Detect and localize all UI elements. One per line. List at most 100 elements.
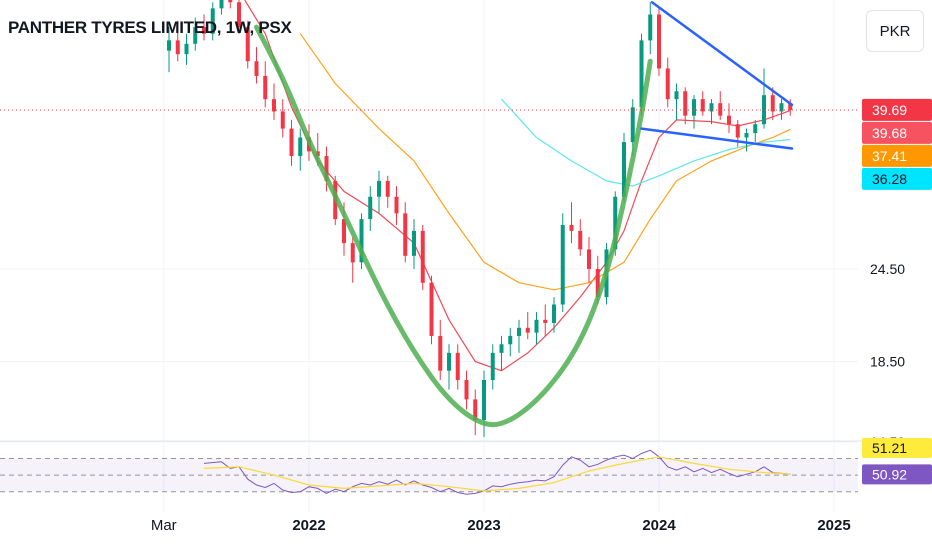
candle-3 bbox=[193, 17, 198, 51]
candle-45 bbox=[560, 213, 565, 313]
candle-body bbox=[727, 115, 731, 125]
price-badge-0 bbox=[862, 98, 932, 121]
candle-body bbox=[228, 0, 233, 3]
rsi-badge-0 bbox=[862, 438, 932, 458]
candle-27 bbox=[403, 202, 408, 263]
candle-21 bbox=[350, 236, 355, 283]
main-pane bbox=[167, 0, 794, 437]
candle-body bbox=[499, 344, 504, 353]
candle-body bbox=[377, 180, 381, 197]
candle-body bbox=[534, 319, 539, 333]
candle-41 bbox=[525, 312, 530, 340]
candle-38 bbox=[499, 335, 504, 371]
candle-body bbox=[202, 27, 206, 34]
candle-39 bbox=[508, 327, 513, 357]
candle-8 bbox=[237, 0, 241, 34]
moving-average-line-1 bbox=[299, 33, 791, 291]
price-badge-label-2: 37.41 bbox=[872, 148, 907, 164]
candle-24 bbox=[377, 170, 381, 214]
candle-body bbox=[298, 137, 303, 157]
candle-body bbox=[639, 40, 644, 108]
candle-body bbox=[385, 180, 390, 197]
price-tick-label: 18.50 bbox=[870, 354, 905, 370]
candle-35 bbox=[473, 389, 478, 436]
candle-body bbox=[718, 103, 723, 116]
candle-67 bbox=[753, 119, 758, 143]
candle-body bbox=[630, 107, 635, 143]
candle-body bbox=[779, 103, 784, 112]
candle-body bbox=[219, 0, 224, 9]
candle-body bbox=[665, 68, 670, 100]
price-badge-1 bbox=[862, 121, 932, 144]
time-tick-label: 2024 bbox=[642, 517, 676, 534]
candle-body bbox=[272, 99, 276, 112]
candle-body bbox=[429, 282, 434, 336]
candle-body bbox=[700, 99, 705, 112]
candle-7 bbox=[228, 0, 233, 9]
candle-59 bbox=[683, 87, 688, 125]
candle-body bbox=[674, 91, 679, 100]
candle-body bbox=[569, 224, 574, 231]
candle-1 bbox=[175, 20, 180, 62]
candle-28 bbox=[412, 219, 416, 269]
price-badge-label-0: 39.69 bbox=[872, 102, 907, 118]
cup-pattern-curve bbox=[254, 24, 653, 428]
candle-body bbox=[657, 14, 661, 69]
candle-body bbox=[622, 142, 626, 197]
candle-body bbox=[289, 128, 294, 157]
candle-body bbox=[342, 219, 346, 244]
candle-body bbox=[595, 269, 600, 298]
candle-56 bbox=[657, 8, 661, 76]
candle-body bbox=[237, 2, 241, 28]
candle-43 bbox=[543, 304, 548, 336]
candle-15 bbox=[298, 128, 303, 171]
candle-body bbox=[517, 327, 521, 336]
candle-body bbox=[464, 379, 469, 400]
candle-body bbox=[412, 230, 416, 256]
currency-button[interactable]: PKR bbox=[866, 10, 924, 52]
candle-36 bbox=[482, 370, 486, 437]
candle-10 bbox=[254, 47, 259, 84]
trendline-1 bbox=[650, 1, 794, 107]
candle-69 bbox=[770, 87, 775, 120]
candle-66 bbox=[744, 128, 749, 152]
candle-body bbox=[193, 27, 198, 44]
candle-body bbox=[543, 319, 548, 323]
candle-31 bbox=[438, 319, 443, 380]
time-tick-label: 2022 bbox=[292, 517, 325, 534]
candle-body bbox=[324, 156, 329, 181]
candle-body bbox=[394, 196, 399, 214]
candle-body bbox=[587, 249, 591, 269]
candle-body bbox=[420, 230, 425, 283]
candle-68 bbox=[762, 68, 766, 129]
candle-29 bbox=[420, 224, 425, 290]
price-badge-label-3: 36.28 bbox=[872, 171, 907, 187]
candle-body bbox=[473, 399, 478, 421]
price-tick-label: 24.50 bbox=[870, 261, 905, 277]
candle-46 bbox=[569, 202, 574, 244]
candle-body bbox=[447, 352, 451, 371]
candle-body bbox=[455, 352, 460, 380]
candle-body bbox=[184, 43, 189, 55]
candle-body bbox=[482, 379, 486, 421]
candle-body bbox=[263, 75, 268, 100]
candle-12 bbox=[272, 83, 276, 120]
candle-body bbox=[210, 8, 215, 34]
candle-body bbox=[254, 61, 259, 76]
candle-62 bbox=[709, 99, 714, 125]
candle-9 bbox=[245, 20, 250, 69]
candle-body bbox=[692, 99, 696, 116]
candle-23 bbox=[368, 186, 373, 231]
candle-body bbox=[403, 213, 408, 256]
candle-55 bbox=[648, 2, 653, 55]
candle-body bbox=[175, 40, 180, 55]
candle-4 bbox=[202, 14, 206, 41]
candle-body bbox=[280, 111, 285, 129]
time-tick-label: 2025 bbox=[817, 517, 850, 534]
candle-body bbox=[744, 133, 749, 138]
rsi-badge-label-0: 51.21 bbox=[872, 440, 907, 456]
candle-11 bbox=[263, 61, 268, 108]
candle-44 bbox=[552, 297, 556, 333]
candle-body bbox=[490, 352, 495, 380]
